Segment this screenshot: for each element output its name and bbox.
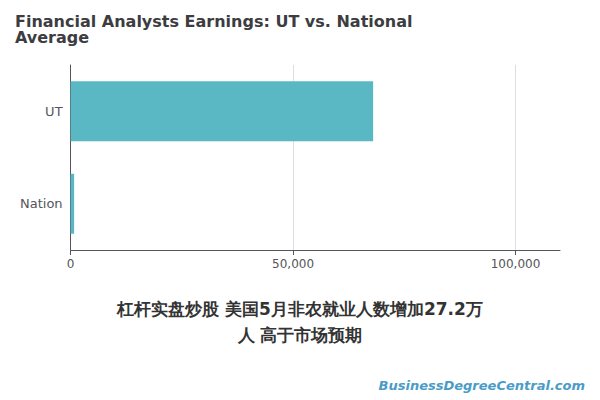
svg-text:BusinessDegreeCentral.com: BusinessDegreeCentral.com bbox=[379, 378, 585, 393]
svg-text:50,000: 50,000 bbox=[272, 257, 314, 271]
svg-text:0: 0 bbox=[67, 257, 75, 271]
svg-text:杠杆实盘炒股 美国5月非农就业人数增加27.2万: 杠杆实盘炒股 美国5月非农就业人数增加27.2万 bbox=[116, 299, 483, 319]
svg-text:100,000: 100,000 bbox=[491, 257, 541, 271]
svg-text:Average: Average bbox=[15, 28, 89, 47]
svg-text:Financial Analysts Earnings: U: Financial Analysts Earnings: UT vs. Nati… bbox=[15, 11, 413, 31]
svg-text:UT: UT bbox=[45, 104, 63, 119]
svg-text:Nation: Nation bbox=[20, 196, 63, 211]
svg-text:人 高于市场预期: 人 高于市场预期 bbox=[237, 325, 363, 345]
